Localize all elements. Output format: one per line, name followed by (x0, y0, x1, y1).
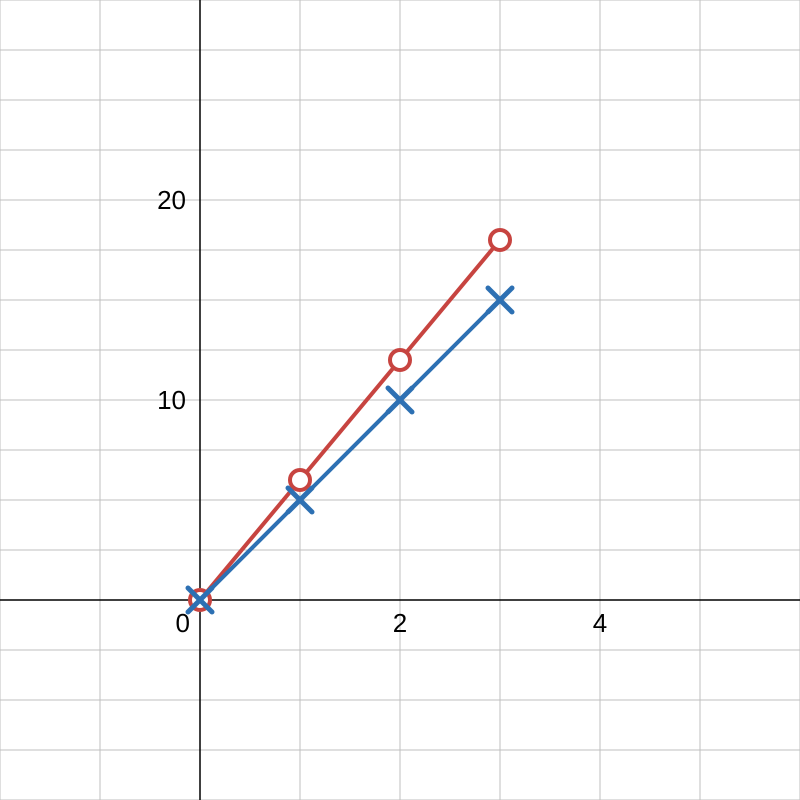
series-red-marker (390, 350, 410, 370)
x-tick-label: 4 (593, 608, 607, 638)
series-red-marker (490, 230, 510, 250)
line-chart: 0241020 (0, 0, 800, 800)
series-red-line (200, 240, 500, 600)
y-tick-label: 20 (157, 185, 186, 215)
x-tick-label: 2 (393, 608, 407, 638)
series-red-marker (290, 470, 310, 490)
y-tick-label: 10 (157, 385, 186, 415)
series-group (188, 230, 512, 612)
series-red (190, 230, 510, 610)
